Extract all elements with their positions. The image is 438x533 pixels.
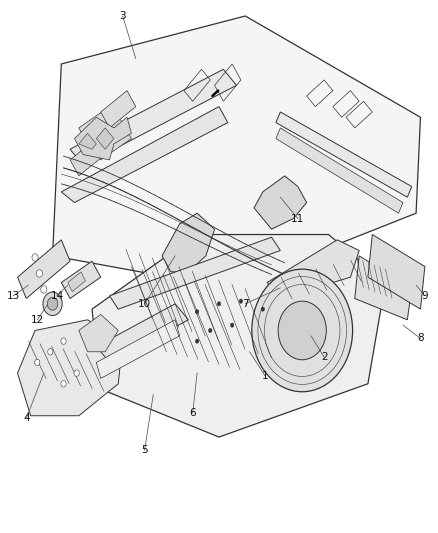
Text: 13: 13 (7, 291, 20, 301)
Polygon shape (74, 117, 131, 160)
Text: 3: 3 (119, 11, 126, 21)
Polygon shape (68, 272, 85, 292)
Polygon shape (79, 107, 123, 144)
Circle shape (36, 270, 42, 277)
Circle shape (61, 338, 66, 344)
Polygon shape (18, 240, 70, 298)
Text: 5: 5 (141, 446, 148, 455)
Circle shape (195, 310, 199, 314)
Text: 7: 7 (242, 299, 249, 309)
Circle shape (61, 381, 66, 387)
Circle shape (195, 339, 199, 343)
Polygon shape (267, 240, 359, 298)
Polygon shape (70, 69, 237, 165)
Text: 4: 4 (23, 414, 30, 423)
Polygon shape (276, 128, 403, 213)
Text: 12: 12 (31, 315, 44, 325)
Polygon shape (162, 213, 215, 272)
Polygon shape (18, 320, 123, 416)
Polygon shape (70, 139, 105, 176)
Circle shape (261, 307, 265, 311)
Circle shape (41, 286, 47, 293)
Circle shape (32, 254, 38, 261)
Text: 14: 14 (50, 291, 64, 301)
Polygon shape (92, 235, 385, 437)
Polygon shape (101, 91, 136, 128)
Text: 6: 6 (189, 408, 196, 418)
Circle shape (252, 269, 353, 392)
Circle shape (239, 299, 243, 303)
Circle shape (47, 297, 58, 310)
Polygon shape (92, 123, 131, 160)
Polygon shape (368, 235, 425, 309)
Circle shape (48, 349, 53, 355)
Text: 2: 2 (321, 352, 328, 362)
Circle shape (43, 292, 62, 316)
Text: 11: 11 (291, 214, 304, 223)
Polygon shape (96, 128, 114, 149)
Polygon shape (53, 16, 420, 288)
Polygon shape (96, 304, 188, 362)
Circle shape (217, 302, 221, 306)
Polygon shape (276, 112, 412, 197)
Polygon shape (79, 314, 118, 352)
Polygon shape (254, 176, 307, 229)
Circle shape (278, 301, 326, 360)
Polygon shape (355, 256, 412, 320)
Polygon shape (79, 133, 96, 149)
Circle shape (208, 328, 212, 333)
Circle shape (74, 370, 79, 376)
Polygon shape (61, 107, 228, 203)
Polygon shape (61, 261, 101, 298)
Polygon shape (96, 320, 180, 378)
Polygon shape (110, 237, 280, 309)
Circle shape (230, 323, 234, 327)
Text: 8: 8 (417, 334, 424, 343)
Text: 9: 9 (421, 291, 428, 301)
Text: 10: 10 (138, 299, 151, 309)
Circle shape (35, 359, 40, 366)
Text: 1: 1 (261, 371, 268, 381)
